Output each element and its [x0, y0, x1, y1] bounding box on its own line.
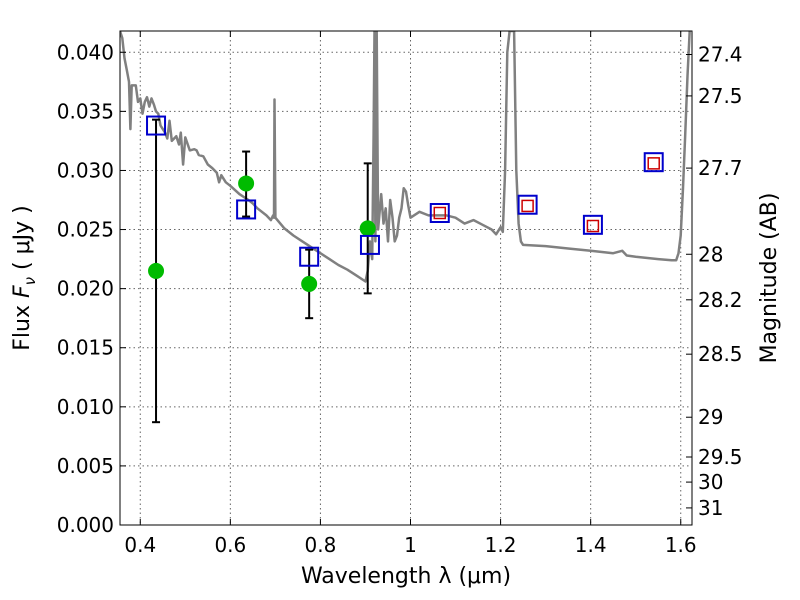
y2-tick-label: 30	[698, 470, 723, 494]
x-tick-label: 0.6	[214, 533, 246, 557]
y-tick-label: 0.015	[57, 336, 114, 360]
model-photometry-square	[517, 194, 538, 215]
y2-tick-label: 27.4	[698, 43, 743, 67]
model-photometry-square	[299, 246, 320, 267]
observed-point	[301, 275, 318, 292]
y-tick-label: 0.025	[57, 218, 114, 242]
x-axis: 0.4 0.6 0.8 1 1.2 1.4 1.6	[124, 31, 697, 557]
grid	[120, 31, 692, 526]
x-tick-label: 1	[404, 533, 417, 557]
y2-tick-label: 29.5	[698, 445, 743, 469]
model-photometry-square	[359, 234, 380, 255]
y-axis: 0.000 0.005 0.010 0.015 0.020 0.025 0.030 0.035…	[57, 40, 126, 537]
observed-point	[238, 175, 255, 192]
y-tick-label: 0.000	[57, 513, 114, 537]
upper-limit-square	[647, 157, 660, 170]
observed-point	[359, 220, 376, 237]
plot-frame	[119, 30, 693, 526]
y-tick-label: 0.035	[57, 99, 114, 123]
model-photometry-square	[429, 203, 450, 223]
y2-tick-label: 31	[698, 496, 723, 520]
x-tick-label: 0.8	[305, 533, 337, 557]
y2-tick-label: 28.2	[698, 288, 743, 312]
y2-tick-label: 28.5	[698, 342, 743, 366]
upper-limit-square	[586, 219, 600, 233]
y-axis-label: Flux Fν ( μJy )	[10, 205, 39, 350]
y-tick-label: 0.005	[57, 454, 114, 478]
model-spectrum-line	[120, 31, 691, 283]
x-tick-label: 1.4	[575, 533, 607, 557]
y2-tick-label: 29	[698, 405, 723, 429]
y2-tick-label: 27.7	[698, 156, 743, 180]
model-photometry-square	[146, 115, 167, 136]
y-tick-label: 0.010	[57, 395, 114, 419]
x-axis-label: Wavelength λ (μm)	[301, 564, 511, 589]
upper-limit-square	[521, 199, 534, 213]
model-photometry-square	[236, 199, 257, 220]
observed-point	[148, 262, 165, 279]
y2-tick-label: 28	[698, 242, 723, 266]
x-tick-label: 0.4	[124, 533, 156, 557]
plot-area	[120, 31, 691, 424]
x-tick-label: 1.2	[485, 533, 517, 557]
x-tick-label: 1.6	[665, 533, 697, 557]
model-photometry-square	[582, 214, 603, 235]
y2-tick-label: 27.5	[698, 84, 743, 108]
y-tick-label: 0.040	[57, 40, 114, 64]
y-tick-label: 0.020	[57, 277, 114, 301]
model-photometry-square	[643, 152, 664, 173]
upper-limit-square	[433, 206, 447, 220]
y-tick-label: 0.030	[57, 158, 114, 182]
y2-axis-label: Magnitude (AB)	[757, 193, 782, 364]
